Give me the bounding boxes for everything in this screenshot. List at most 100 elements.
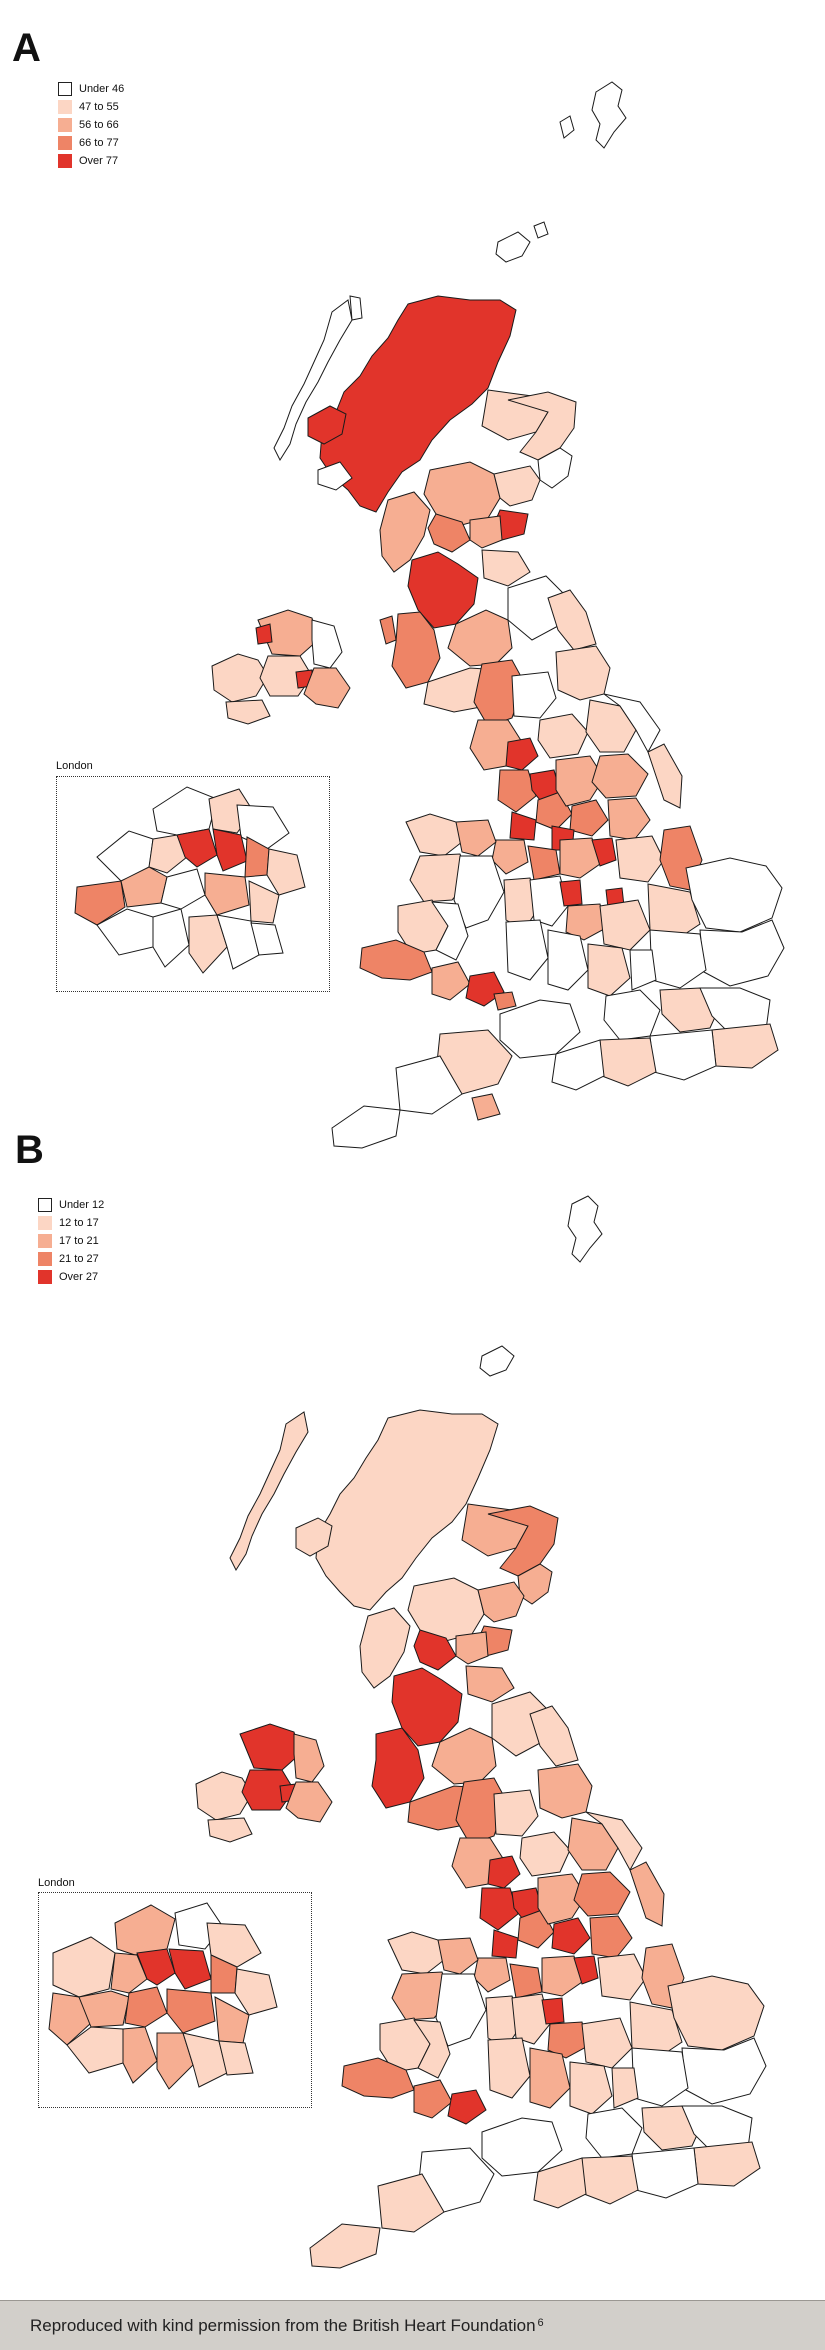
legend-label: Over 77 bbox=[79, 155, 119, 167]
map-region bbox=[599, 899, 651, 951]
map-region bbox=[195, 1771, 253, 1821]
map-region bbox=[319, 295, 517, 513]
map-region bbox=[603, 989, 661, 1041]
map-region bbox=[589, 1915, 633, 1959]
map-region bbox=[555, 755, 605, 807]
legend-label: 17 to 21 bbox=[59, 1235, 99, 1247]
map-region bbox=[693, 2141, 761, 2187]
map-region bbox=[505, 919, 549, 981]
map-region bbox=[455, 819, 497, 857]
panel-label: A bbox=[12, 26, 41, 70]
map-region bbox=[293, 1733, 325, 1783]
map-region bbox=[497, 769, 537, 813]
legend-label: 66 to 77 bbox=[79, 137, 119, 149]
map-region bbox=[491, 839, 529, 875]
map-region bbox=[607, 797, 651, 841]
map-region bbox=[182, 2032, 228, 2088]
map-region bbox=[285, 1781, 333, 1823]
map-region bbox=[255, 623, 273, 645]
map-region bbox=[699, 919, 785, 987]
map-region bbox=[413, 1629, 457, 1671]
legend-swatch bbox=[58, 154, 72, 168]
map-region bbox=[317, 461, 353, 491]
london-inset bbox=[38, 1892, 312, 2108]
map-region bbox=[359, 939, 433, 981]
map-region bbox=[309, 2223, 381, 2269]
map-region bbox=[473, 659, 525, 727]
legend-swatch bbox=[38, 1234, 52, 1248]
map-region bbox=[597, 1953, 647, 2001]
map-region bbox=[168, 1948, 212, 1990]
map-region bbox=[519, 1831, 571, 1877]
legend-item: Over 77 bbox=[58, 152, 124, 170]
map-region bbox=[477, 1581, 525, 1623]
map-region bbox=[511, 1993, 551, 2045]
map-region bbox=[473, 1957, 511, 1993]
map-region bbox=[427, 513, 471, 553]
legend-label: Under 12 bbox=[59, 1199, 105, 1211]
map-region bbox=[176, 828, 218, 868]
map-region bbox=[537, 713, 589, 759]
map-region bbox=[479, 1345, 515, 1377]
uk-choropleth-map bbox=[211, 81, 785, 1149]
map-region bbox=[391, 1667, 463, 1747]
map-region bbox=[587, 943, 631, 997]
map-region bbox=[148, 834, 188, 874]
inset-label: London bbox=[56, 760, 93, 772]
map-region bbox=[611, 2067, 639, 2109]
map-region bbox=[481, 549, 531, 587]
legend-item: Over 27 bbox=[38, 1268, 104, 1286]
map-region bbox=[559, 837, 601, 879]
legend-label: 56 to 66 bbox=[79, 119, 119, 131]
map-region bbox=[212, 828, 248, 872]
map-region bbox=[499, 999, 581, 1059]
map-region bbox=[211, 653, 269, 703]
legend-swatch bbox=[38, 1198, 52, 1212]
map-region bbox=[667, 1975, 765, 2051]
legend-swatch bbox=[58, 118, 72, 132]
map-region bbox=[379, 491, 431, 573]
legend-swatch bbox=[38, 1252, 52, 1266]
map-region bbox=[207, 1817, 253, 1843]
map-region bbox=[711, 1023, 779, 1069]
legend-item: 56 to 66 bbox=[58, 116, 124, 134]
legend-label: Over 27 bbox=[59, 1271, 99, 1283]
map-region bbox=[629, 1861, 665, 1927]
map-region bbox=[437, 1937, 479, 1975]
map-region bbox=[455, 1777, 507, 1845]
map-region bbox=[413, 2079, 453, 2119]
map-region bbox=[573, 1871, 631, 1917]
map-region bbox=[491, 1929, 519, 1959]
map-region bbox=[455, 1631, 489, 1665]
map-region bbox=[547, 589, 597, 651]
london-inset-map bbox=[74, 786, 306, 974]
map-region bbox=[303, 667, 351, 709]
map-region bbox=[435, 1973, 487, 2047]
map-region bbox=[681, 2037, 767, 2105]
inset-label: London bbox=[38, 1877, 75, 1889]
map-region bbox=[569, 799, 609, 837]
map-region bbox=[495, 231, 531, 263]
map-region bbox=[567, 1195, 603, 1263]
map-region bbox=[241, 1769, 295, 1811]
map-region bbox=[273, 299, 353, 462]
map-region bbox=[591, 81, 627, 149]
legend: Under 46 47 to 55 56 to 66 66 to 77 Over… bbox=[58, 80, 124, 170]
map-region bbox=[529, 2047, 571, 2109]
map-region bbox=[511, 671, 557, 719]
legend-item: 17 to 21 bbox=[38, 1232, 104, 1250]
map-region bbox=[166, 1988, 216, 2034]
map-region bbox=[48, 1992, 92, 2046]
map-region bbox=[529, 1705, 579, 1767]
map-region bbox=[547, 929, 589, 991]
legend-label: 21 to 27 bbox=[59, 1253, 99, 1265]
map-region bbox=[509, 1963, 543, 1999]
map-region bbox=[647, 883, 701, 941]
map-region bbox=[493, 991, 517, 1011]
map-region bbox=[447, 2089, 487, 2125]
legend-label: 12 to 17 bbox=[59, 1217, 99, 1229]
map-region bbox=[136, 1948, 176, 1986]
legend-swatch bbox=[38, 1270, 52, 1284]
map-region bbox=[431, 901, 469, 961]
map-region bbox=[559, 879, 583, 907]
